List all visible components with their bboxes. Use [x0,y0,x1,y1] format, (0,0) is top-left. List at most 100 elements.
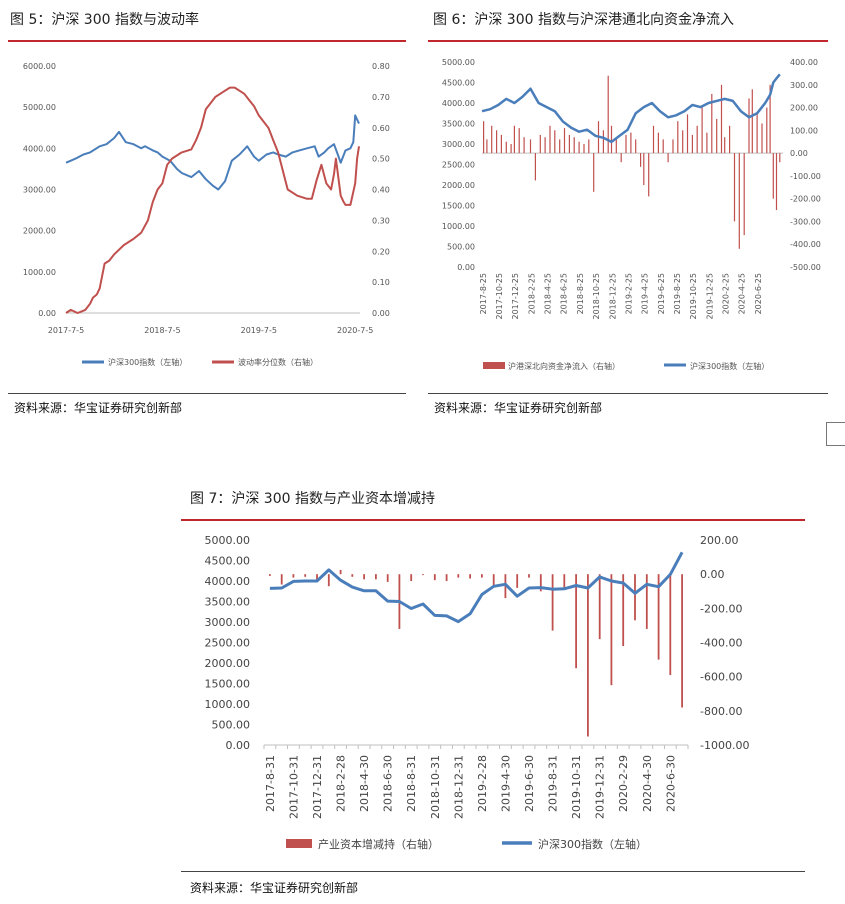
fig7-x-tick-label: 2019-12-31 [594,755,607,819]
fig5-legend-label: 沪深300指数（左轴） [108,357,187,367]
fig6-bar [716,118,718,154]
fig7-y-right-tick-label: -800.00 [700,705,742,718]
fig6-bar [643,153,645,185]
fig5-source: 资料来源：华宝证券研究创新部 [14,401,183,415]
fig6-bar [729,125,731,154]
fig7-bar [280,574,283,585]
fig7-y-left-tick-label: 3500.00 [205,596,251,609]
fig5-title: 图 5：沪深 300 指数与波动率 [10,12,199,28]
fig5-x-tick-label: 2020-7-5 [337,326,373,335]
fig6-legend-label-line: 沪深300指数（左轴） [690,361,769,371]
fig7-y-left-tick-label: 0.00 [226,739,251,752]
fig6-x-tick-label: 2019-8-25 [673,273,682,314]
fig6-bar [640,153,642,167]
fig7-bar [598,574,601,640]
fig6-y-right-tick-label: 400.00 [790,58,818,67]
fig5-x-tick-label: 2018-7-5 [144,326,180,335]
fig7-bar [457,574,460,578]
fig7-bar [422,574,424,576]
fig6-bar [607,75,609,154]
fig6-x-tick-label: 2018-2-25 [527,273,536,314]
fig6-bar [751,89,753,154]
fig6-x-tick-label: 2018-4-25 [544,273,553,314]
fig7-y-right-tick-label: 0.00 [700,568,725,581]
fig5-y-right-tick-label: 0.70 [372,93,390,102]
fig7-y-left-tick-label: 1500.00 [205,678,251,691]
fig7-legend-label-line: 沪深300指数（左轴） [538,837,647,851]
fig6-x-tick-label: 2019-10-25 [689,273,698,320]
fig6-bar [539,134,541,154]
fig7-y-right-tick-label: -200.00 [700,602,742,615]
fig6-bar [554,130,556,154]
fig7-bar [292,574,295,578]
fig7-bar [316,574,318,581]
fig6-bar [529,139,532,154]
fig7-y-left-tick-label: 5000.00 [205,534,251,547]
fig7-bar [386,574,389,582]
page-corner-marker [826,422,845,446]
fig7-x-tick-label: 2019-6-30 [523,755,536,812]
fig5-x-tick-label: 2017-7-5 [48,326,84,335]
fig6-y-left-tick-label: 4500.00 [442,79,475,88]
fig6-bar [672,139,674,154]
fig6-y-left-tick-label: 1000.00 [442,222,475,231]
fig6-y-right-tick-label: -500.00 [790,263,821,272]
fig7-x-tick-label: 2018-4-30 [358,755,371,812]
fig6-bar [549,125,551,154]
fig7-x-tick-label: 2018-6-30 [382,755,395,812]
fig6-x-tick-label: 2018-8-25 [576,273,585,314]
fig6-y-right-tick-label: 0.00 [790,149,808,158]
fig5-series-line-0 [65,114,360,191]
fig7-bar [469,574,471,579]
fig5-y-left-tick-label: 1000.00 [23,268,56,277]
fig7-y-left-tick-label: 2500.00 [205,637,251,650]
fig5-y-right-tick-label: 0.60 [372,124,390,133]
fig6-bar [756,112,758,154]
fig7-bar [634,574,636,621]
fig6-bar [724,137,726,154]
fig7-x-tick-label: 2017-10-31 [287,755,300,819]
fig6-bar [588,139,590,154]
fig6-bar [563,128,566,154]
fig5-y-left-tick-label: 0.00 [38,309,56,318]
fig6-x-tick-label: 2019-12-25 [705,273,714,320]
fig6-bar [523,137,525,154]
fig7-x-tick-label: 2020-6-30 [664,755,677,812]
fig7-bar [375,574,377,580]
fig7-index-line [269,551,684,624]
fig7-legend-swatch-bar [286,839,312,848]
fig6-bar [686,114,689,154]
fig6-bar [559,139,561,154]
fig6-bar [483,121,485,154]
fig6-y-right-tick-label: 100.00 [790,126,818,135]
fig6-x-tick-label: 2020-4-25 [738,273,747,314]
fig5-y-right-tick-label: 0.30 [372,216,390,225]
fig6-bar [486,139,488,154]
fig6-y-left-tick-label: 3000.00 [442,140,475,149]
fig5-y-left-tick-label: 6000.00 [23,62,56,71]
fig7-x-tick-label: 2018-8-31 [405,755,418,812]
fig6-bar [733,153,736,222]
fig7-bar [327,574,330,587]
fig7-x-tick-label: 2019-8-31 [547,755,560,812]
fig6-x-tick-label: 2019-2-25 [624,273,633,314]
fig6-y-left-tick-label: 5000.00 [442,58,475,67]
fig7-bar [516,574,519,588]
fig6-title-rule [428,40,828,42]
fig5-legend-label: 波动率分位数（右轴） [238,357,318,367]
fig6-bar [544,137,546,154]
fig7-bar [539,574,542,592]
fig6-bar [510,144,512,154]
fig6-y-left-tick-label: 0.00 [457,263,475,272]
fig6-bar [667,153,669,163]
fig5-source-rule [8,393,406,394]
fig6-bar [518,128,520,154]
fig6-x-tick-label: 2017-12-25 [511,273,520,320]
fig7-x-tick-label: 2020-4-30 [641,755,654,812]
fig6-y-left-tick-label: 2500.00 [442,161,475,170]
fig7-x-tick-label: 2019-4-30 [499,755,512,812]
fig7-x-tick-label: 2017-12-31 [311,755,324,819]
fig6-bar [578,141,580,154]
